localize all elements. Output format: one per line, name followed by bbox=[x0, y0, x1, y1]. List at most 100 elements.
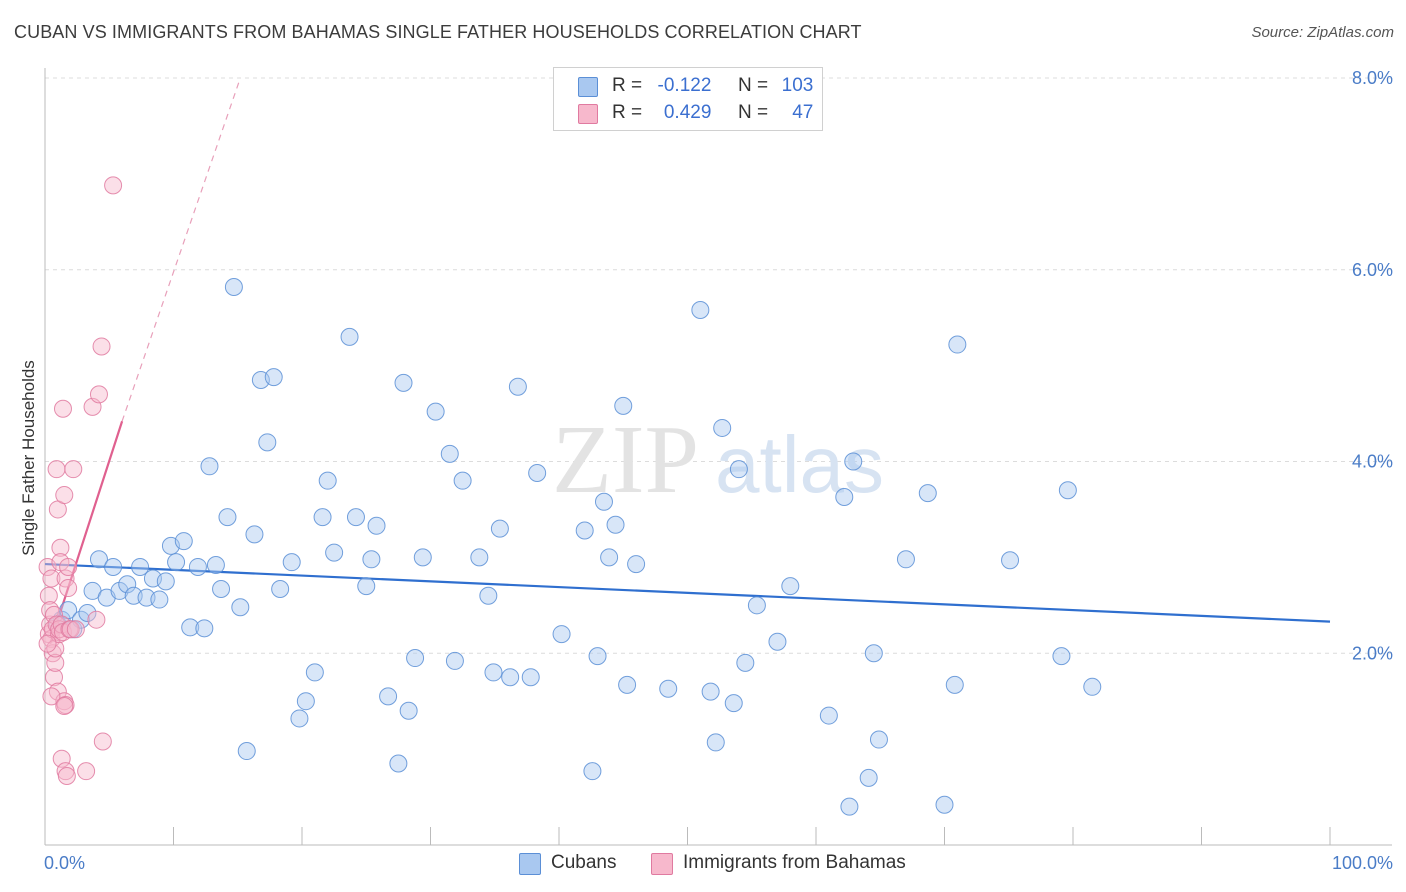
data-point bbox=[89, 385, 108, 404]
data-point bbox=[131, 557, 150, 576]
data-point bbox=[1083, 677, 1102, 696]
data-point bbox=[156, 572, 175, 591]
data-point bbox=[389, 754, 408, 773]
data-point bbox=[53, 399, 72, 418]
legend-r-label: R = bbox=[612, 102, 643, 123]
data-point bbox=[724, 694, 743, 713]
legend-n-value: 47 bbox=[792, 102, 814, 123]
legend-r-label: R = bbox=[612, 75, 643, 96]
data-point bbox=[470, 548, 489, 567]
data-point bbox=[691, 301, 710, 320]
data-point bbox=[195, 619, 214, 638]
data-point bbox=[258, 433, 277, 452]
data-point bbox=[57, 766, 76, 785]
data-point bbox=[706, 733, 725, 752]
data-point bbox=[768, 632, 787, 651]
data-point bbox=[296, 692, 315, 711]
data-point bbox=[42, 569, 61, 588]
data-point bbox=[93, 732, 112, 751]
trend-extension-bahamas bbox=[121, 77, 241, 422]
data-point bbox=[484, 663, 503, 682]
data-point bbox=[56, 696, 75, 715]
data-point bbox=[38, 634, 57, 653]
watermark-atlas: atlas bbox=[715, 420, 884, 509]
data-point bbox=[87, 610, 106, 629]
data-point bbox=[819, 706, 838, 725]
data-point bbox=[104, 557, 123, 576]
data-point bbox=[340, 327, 359, 346]
data-point bbox=[406, 649, 425, 668]
watermark-zip: ZIP bbox=[552, 406, 699, 514]
data-point bbox=[606, 515, 625, 534]
data-point bbox=[174, 532, 193, 551]
data-point bbox=[594, 492, 613, 511]
tick-labels: 2.0% 4.0% 6.0% 8.0% 0.0% 100.0% bbox=[44, 68, 1393, 873]
data-point bbox=[181, 618, 200, 637]
data-point bbox=[859, 768, 878, 787]
data-point bbox=[346, 508, 365, 527]
legend-swatch-cubans bbox=[578, 77, 598, 97]
legend-swatch-bahamas bbox=[651, 853, 673, 875]
data-point bbox=[379, 687, 398, 706]
data-point bbox=[231, 598, 250, 617]
y-tick-label: 8.0% bbox=[1352, 68, 1393, 88]
data-point bbox=[51, 538, 70, 557]
legend-n-value: 103 bbox=[781, 75, 814, 96]
legend-swatch-bahamas bbox=[578, 104, 598, 124]
data-point bbox=[552, 625, 571, 644]
data-point bbox=[92, 337, 111, 356]
correlation-legend: R = -0.122 N = 103 R = 0.429 N = 47 bbox=[553, 67, 823, 131]
data-point bbox=[224, 278, 243, 297]
data-point bbox=[713, 418, 732, 437]
data-point bbox=[110, 581, 129, 600]
data-point bbox=[325, 543, 344, 562]
data-point bbox=[282, 553, 301, 572]
series-cubans bbox=[48, 278, 1102, 816]
y-tick-label: 4.0% bbox=[1352, 452, 1393, 472]
data-point bbox=[290, 709, 309, 728]
y-tick-label: 6.0% bbox=[1352, 260, 1393, 280]
data-point bbox=[78, 603, 97, 622]
legend-label-cubans: Cubans bbox=[551, 852, 617, 873]
axes bbox=[44, 68, 1392, 846]
data-point bbox=[271, 580, 290, 599]
source-label: Source: ZipAtlas.com bbox=[1251, 24, 1394, 41]
data-point bbox=[627, 555, 646, 574]
data-point bbox=[618, 675, 637, 694]
data-point bbox=[150, 590, 169, 609]
data-point bbox=[399, 701, 418, 720]
data-point bbox=[55, 486, 74, 505]
data-point bbox=[318, 471, 337, 490]
data-point bbox=[445, 651, 464, 670]
data-point bbox=[47, 460, 66, 479]
y-axis-label: Single Father Households bbox=[19, 360, 38, 556]
data-point bbox=[42, 687, 61, 706]
data-point bbox=[237, 742, 256, 761]
legend-swatch-cubans bbox=[519, 853, 541, 875]
trend-line-cubans bbox=[44, 562, 1331, 623]
data-point bbox=[1052, 647, 1071, 666]
data-point bbox=[188, 557, 207, 576]
data-point bbox=[426, 402, 445, 421]
data-point bbox=[528, 464, 547, 483]
data-point bbox=[935, 795, 954, 814]
data-point bbox=[575, 521, 594, 540]
data-point bbox=[367, 516, 386, 535]
legend-r-value: -0.122 bbox=[657, 75, 712, 96]
data-point bbox=[55, 696, 74, 715]
data-point bbox=[781, 577, 800, 596]
data-point bbox=[844, 452, 863, 471]
legend-r-value: 0.429 bbox=[663, 102, 712, 123]
x-tick-label: 100.0% bbox=[1332, 853, 1393, 873]
data-point bbox=[64, 460, 83, 479]
series-bahamas bbox=[38, 176, 123, 785]
data-point bbox=[206, 556, 225, 575]
data-point bbox=[453, 471, 472, 490]
data-point bbox=[521, 668, 540, 687]
data-point bbox=[305, 663, 324, 682]
data-point bbox=[394, 373, 413, 392]
data-point bbox=[869, 730, 888, 749]
data-point bbox=[46, 653, 65, 672]
data-point bbox=[218, 508, 237, 527]
trend-lines bbox=[44, 77, 1331, 645]
